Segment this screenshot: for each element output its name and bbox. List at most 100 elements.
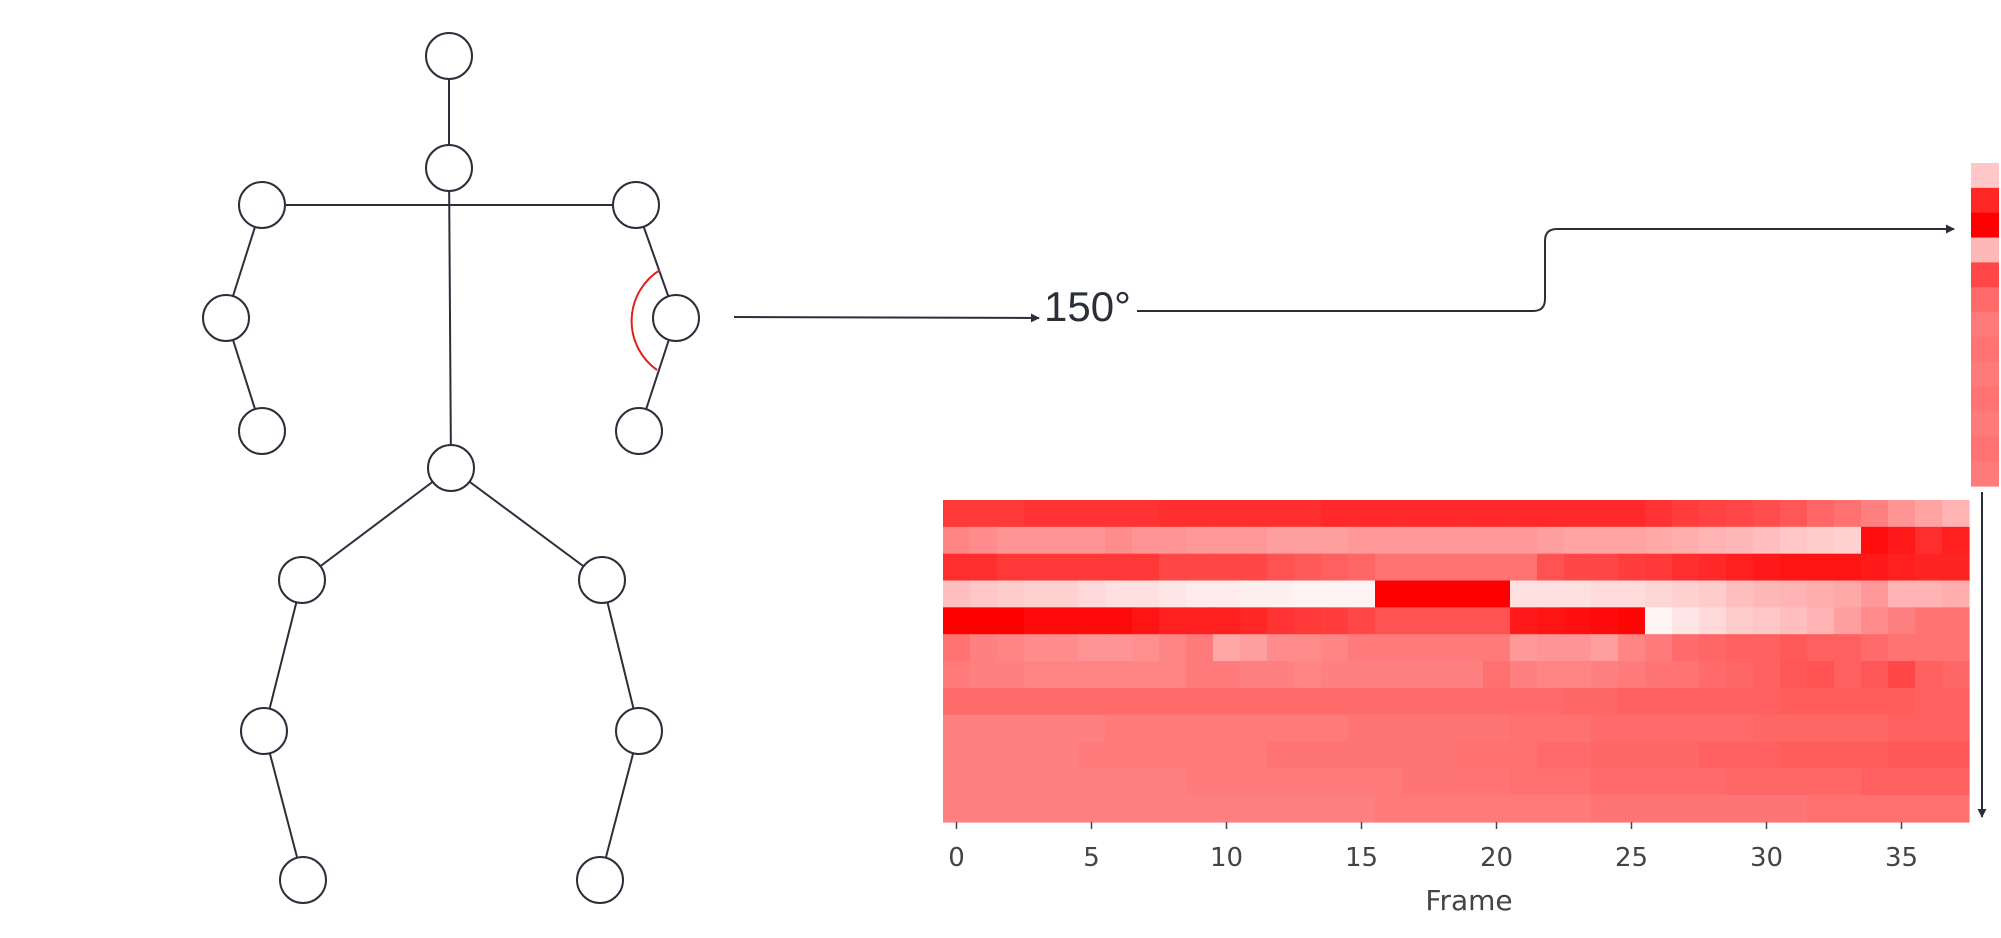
heatmap-cell (1078, 553, 1106, 582)
heatmap-cell (1699, 634, 1727, 662)
heatmap-cell (1375, 500, 1403, 528)
heatmap-cell (1699, 500, 1727, 528)
heatmap-cell (1726, 607, 1754, 635)
heatmap-cell (1564, 526, 1592, 555)
heatmap-cell (1456, 553, 1484, 582)
heatmap-cell (1645, 607, 1673, 635)
heatmap-cell (1294, 687, 1322, 716)
heatmap-cell (1726, 661, 1754, 689)
feature-column-cell (1971, 262, 1999, 288)
heatmap-cell (1024, 526, 1052, 555)
heatmap-cell (1942, 500, 1970, 528)
heatmap-cell (1564, 553, 1592, 582)
heatmap-cell (1591, 795, 1619, 823)
heatmap-cell (1564, 580, 1592, 608)
heatmap-cell (1051, 634, 1079, 662)
heatmap-cell (1267, 634, 1295, 662)
joint-right-ankle (576, 856, 624, 904)
heatmap-tick-label: 20 (1479, 843, 1514, 873)
heatmap-cell (1510, 580, 1538, 608)
skeleton-joints (202, 32, 700, 904)
heatmap-cell (1105, 580, 1133, 608)
heatmap-cell (1537, 526, 1565, 555)
heatmap-cell (1078, 580, 1106, 608)
heatmap-cell (1483, 553, 1511, 582)
heatmap-cell (1780, 580, 1808, 608)
heatmap-cell (1618, 607, 1646, 635)
heatmap-cell (943, 580, 971, 608)
heatmap-cell (1078, 795, 1106, 823)
heatmap-cell (1591, 607, 1619, 635)
heatmap-cell (1699, 526, 1727, 555)
heatmap-tick-label: 5 (1083, 843, 1100, 873)
heatmap-cell (1780, 768, 1808, 796)
heatmap-cell (1267, 607, 1295, 635)
heatmap-cell (1537, 661, 1565, 689)
heatmap-cell (1240, 580, 1268, 608)
heatmap-cell (1780, 687, 1808, 716)
heatmap-cell (1915, 768, 1943, 796)
heatmap-cell (1267, 580, 1295, 608)
heatmap-cell (1861, 580, 1889, 608)
heatmap-cell (1294, 500, 1322, 528)
heatmap-cell (1240, 687, 1268, 716)
heatmap-cell (1483, 795, 1511, 823)
heatmap-cell (1402, 526, 1430, 555)
heatmap-cell (1780, 607, 1808, 635)
heatmap-cell (1051, 580, 1079, 608)
heatmap-cell (1591, 714, 1619, 743)
feature-column-cell (1971, 163, 1999, 189)
heatmap-cell (1591, 741, 1619, 769)
heatmap-cell (1780, 795, 1808, 823)
joint-pelvis (427, 444, 475, 492)
heatmap-cell (1537, 714, 1565, 743)
heatmap-cell (1672, 661, 1700, 689)
heatmap-cell (1645, 634, 1673, 662)
heatmap-tick-label: 35 (1884, 843, 1919, 873)
heatmap-cell (1024, 741, 1052, 769)
heatmap-cell (1672, 553, 1700, 582)
heatmap-cell (1078, 768, 1106, 796)
feature-column-cell (1971, 411, 1999, 437)
heatmap-cell (1807, 714, 1835, 743)
heatmap-cell (1186, 661, 1214, 689)
heatmap-cell (1240, 500, 1268, 528)
heatmap-cell (1105, 768, 1133, 796)
heatmap-cell (1240, 795, 1268, 823)
feature-column-cell (1971, 361, 1999, 388)
heatmap-cell (1294, 580, 1322, 608)
heatmap-cell (1213, 553, 1241, 582)
heatmap-cell (1807, 795, 1835, 823)
angle-value-label: 150° (1044, 283, 1131, 330)
heatmap-cell (943, 714, 971, 743)
heatmap-cell (1429, 607, 1457, 635)
heatmap-cell (1672, 634, 1700, 662)
heatmap-cell (1888, 795, 1916, 823)
heatmap-cell (1537, 634, 1565, 662)
heatmap-cell (1429, 795, 1457, 823)
heatmap-cell (943, 500, 971, 528)
heatmap-cell (1645, 661, 1673, 689)
heatmap-cell (1753, 687, 1781, 716)
heatmap-cell (1807, 687, 1835, 716)
heatmap-cell (1159, 580, 1187, 608)
heatmap-cell (1942, 580, 1970, 608)
heatmap-cell (1753, 768, 1781, 796)
heatmap-tick-label: 25 (1614, 843, 1649, 873)
heatmap-cell (1402, 607, 1430, 635)
heatmap-cell (1564, 741, 1592, 769)
heatmap-cell (1402, 580, 1430, 608)
heatmap-cell (1537, 500, 1565, 528)
heatmap-cell (1591, 661, 1619, 689)
heatmap-cell (1672, 580, 1700, 608)
heatmap-cell (1429, 526, 1457, 555)
heatmap-cell (1807, 553, 1835, 582)
heatmap-cell (1915, 553, 1943, 582)
heatmap-cell (1564, 768, 1592, 796)
heatmap-cell (1024, 607, 1052, 635)
heatmap-cell (1780, 741, 1808, 769)
heatmap-cell (1294, 714, 1322, 743)
bone-left-shin (263, 730, 304, 881)
heatmap-cell (1186, 607, 1214, 635)
heatmap-cell (1024, 580, 1052, 608)
